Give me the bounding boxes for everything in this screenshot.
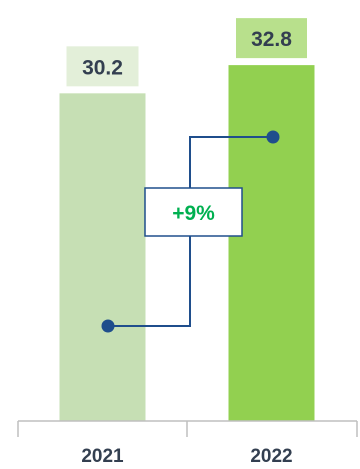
data-label-bg-2022	[236, 18, 307, 59]
bars-layer	[59, 65, 315, 422]
change-label-box	[144, 187, 243, 237]
change-connector: +9%	[101, 130, 280, 333]
change-label: +9%	[172, 202, 215, 225]
x-tick-label-2022: 2022	[250, 446, 292, 467]
bar-2022	[228, 65, 315, 422]
data-label-2022: 32.8	[251, 28, 292, 51]
connector-dot-2022	[266, 130, 280, 144]
x-tick-label-2021: 2021	[81, 446, 124, 467]
data-labels-layer: 30.2 32.8	[66, 18, 307, 87]
data-label-bg-2021	[66, 46, 139, 87]
bar-2021	[59, 93, 146, 421]
connector-dot-2021	[101, 319, 115, 333]
data-label-2021: 30.2	[82, 56, 123, 79]
x-tick-labels: 2021 2022	[81, 446, 292, 467]
